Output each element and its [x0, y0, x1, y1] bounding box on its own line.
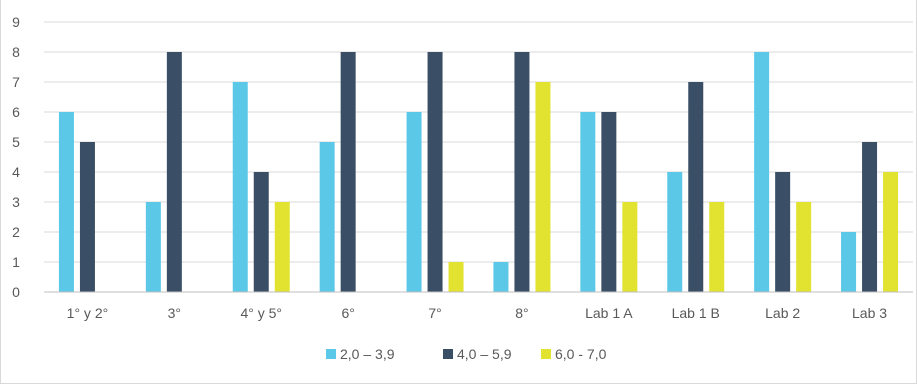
bar-6-2	[622, 202, 638, 292]
bar-9-1	[862, 142, 878, 292]
y-tick-label: 7	[12, 74, 20, 90]
bars	[58, 52, 899, 292]
x-tick-label: 6°	[341, 305, 354, 321]
bar-3-1	[340, 52, 356, 292]
y-tick-label: 6	[12, 104, 20, 120]
y-tick-label: 8	[12, 44, 20, 60]
bar-2-0	[232, 82, 248, 292]
x-tick-label: 1° y 2°	[67, 305, 109, 321]
bar-8-1	[775, 172, 791, 292]
bar-7-2	[709, 202, 725, 292]
bar-5-0	[493, 262, 509, 292]
y-tick-label: 3	[12, 194, 20, 210]
bar-0-1	[79, 142, 95, 292]
x-tick-label: Lab 1 B	[672, 305, 720, 321]
y-tick-label: 5	[12, 134, 20, 150]
legend: 2,0 – 3,9 4,0 – 5,9 6,0 - 7,0	[326, 346, 607, 362]
bar-9-0	[841, 232, 857, 292]
legend-swatch	[443, 349, 453, 359]
bar-8-0	[754, 52, 770, 292]
gridlines	[44, 21, 913, 263]
x-tick-label: Lab 2	[765, 305, 800, 321]
bar-4-0	[406, 112, 422, 292]
x-tick-label: 7°	[428, 305, 441, 321]
x-tick-label: Lab 3	[852, 305, 887, 321]
x-tick-label: 3°	[168, 305, 181, 321]
y-tick-label: 0	[12, 284, 20, 300]
y-tick-label: 4	[12, 164, 20, 180]
legend-swatch	[541, 349, 551, 359]
bar-2-2	[274, 202, 290, 292]
legend-swatch	[326, 349, 336, 359]
y-tick-label: 2	[12, 224, 20, 240]
x-tick-label: 4° y 5°	[240, 305, 282, 321]
bar-4-2	[448, 262, 464, 292]
y-tick-label: 1	[12, 254, 20, 270]
bar-3-0	[319, 142, 335, 292]
bar-0-0	[58, 112, 74, 292]
bar-5-2	[535, 82, 551, 292]
bar-6-1	[601, 112, 617, 292]
legend-label: 4,0 – 5,9	[457, 346, 512, 362]
bar-7-1	[688, 82, 704, 292]
bar-2-1	[253, 172, 269, 292]
bar-9-2	[883, 172, 899, 292]
bar-4-1	[427, 52, 443, 292]
bar-5-1	[514, 52, 530, 292]
x-axis-ticks: 1° y 2° 3° 4° y 5° 6° 7° 8° Lab 1 A Lab 1 B Lab …	[67, 305, 888, 321]
bar-1-0	[145, 202, 161, 292]
bar-1-1	[166, 52, 182, 292]
bar-7-0	[667, 172, 683, 292]
bar-6-0	[580, 112, 596, 292]
x-tick-label: 8°	[515, 305, 528, 321]
y-tick-label: 9	[12, 14, 20, 30]
legend-label: 6,0 - 7,0	[555, 346, 607, 362]
x-tick-label: Lab 1 A	[585, 305, 633, 321]
bar-8-2	[796, 202, 812, 292]
legend-label: 2,0 – 3,9	[340, 346, 395, 362]
y-axis-ticks: 0 1 2 3 4 5 6 7 8 9	[12, 14, 20, 300]
